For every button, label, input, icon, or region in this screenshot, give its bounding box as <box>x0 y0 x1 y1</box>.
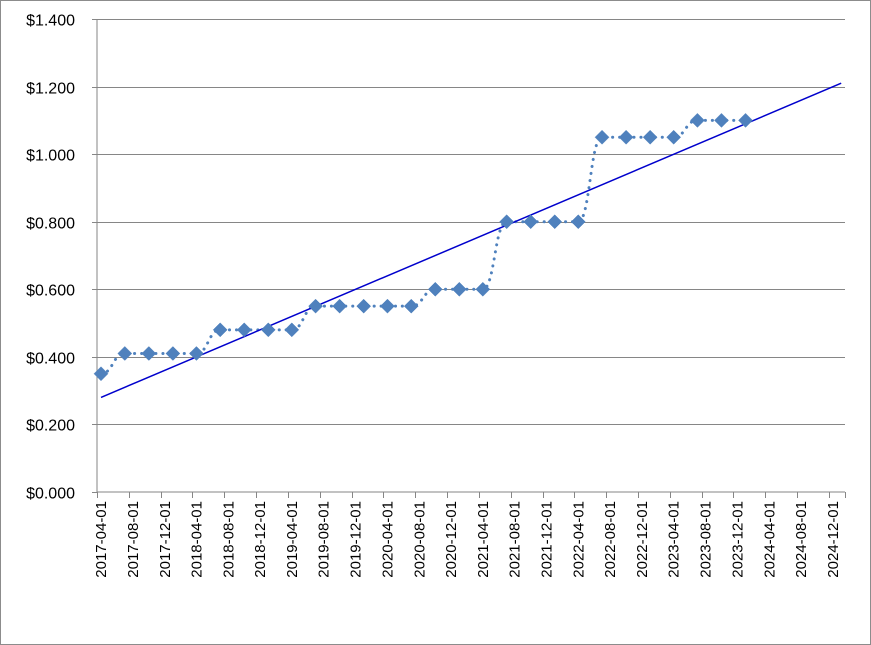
x-tick-label: 2021-08-01 <box>507 501 524 578</box>
x-tick-labels: 2017-04-01 2017-08-01 2017-12-01 2018-04-01… <box>93 501 842 578</box>
data-point-marker <box>570 214 586 230</box>
y-tick-label: $1.400 <box>26 13 75 30</box>
data-markers <box>93 113 753 382</box>
data-point-marker <box>308 298 323 314</box>
x-tick-label: 2020-04-01 <box>379 501 396 578</box>
trendline <box>100 82 842 399</box>
x-tick-label: 2018-12-01 <box>252 501 269 578</box>
data-point-marker <box>332 298 347 314</box>
data-point-marker <box>117 346 133 361</box>
data-point-marker <box>499 214 514 230</box>
y-tick-label: $0.800 <box>26 216 75 233</box>
y-tick-label: $0.400 <box>26 351 75 368</box>
data-point-marker <box>380 298 395 314</box>
x-tick-label: 2022-04-01 <box>570 501 587 578</box>
data-point-marker <box>594 129 610 145</box>
data-point-marker <box>714 113 729 128</box>
x-tick-label: 2024-08-01 <box>793 501 810 578</box>
data-point-marker <box>141 346 157 361</box>
data-point-marker <box>666 129 682 145</box>
y-tick-label: $1.200 <box>26 81 75 98</box>
y-tick-labels: $0.000 $0.200 $0.400 $0.600 $0.800 $1.000 $1.2… <box>26 13 75 503</box>
x-tick-label: 2023-12-01 <box>729 501 746 578</box>
x-tick-label: 2023-08-01 <box>698 501 715 578</box>
x-tick-label: 2019-12-01 <box>348 501 365 578</box>
x-tick-label: 2023-04-01 <box>666 501 683 578</box>
data-point-marker <box>690 113 705 128</box>
data-point-marker <box>427 281 443 297</box>
x-tick-label: 2022-08-01 <box>602 501 619 578</box>
y-tick-label: $0.200 <box>26 418 75 435</box>
gridlines <box>92 19 846 498</box>
data-point-marker <box>451 281 467 297</box>
x-tick-label: 2017-04-01 <box>93 501 110 578</box>
x-tick-label: 2022-12-01 <box>634 501 651 578</box>
data-point-marker <box>212 322 228 338</box>
x-tick-label: 2020-08-01 <box>411 501 428 578</box>
x-tick-label: 2017-08-01 <box>125 501 142 578</box>
data-series <box>99 82 842 399</box>
axes <box>96 19 845 493</box>
data-point-marker <box>738 113 753 128</box>
data-point-marker <box>260 322 276 338</box>
data-point-marker <box>356 298 372 314</box>
x-tick-label: 2018-08-01 <box>220 501 237 578</box>
y-tick-label: $1.000 <box>26 148 75 165</box>
data-point-marker <box>93 366 109 382</box>
x-tick-label: 2017-12-01 <box>157 501 174 578</box>
x-tick-label: 2019-04-01 <box>284 501 301 578</box>
data-point-marker <box>475 281 491 297</box>
data-point-marker <box>523 214 539 230</box>
x-tick-label: 2018-04-01 <box>188 501 205 578</box>
x-tick-label: 2024-04-01 <box>761 501 778 578</box>
x-tick-label: 2021-12-01 <box>539 501 556 578</box>
data-point-marker <box>403 298 419 314</box>
data-point-marker <box>642 129 658 145</box>
data-point-marker <box>236 322 252 338</box>
price-series-line <box>99 118 748 376</box>
data-point-marker <box>165 346 181 361</box>
x-tick-label: 2020-12-01 <box>443 501 460 578</box>
x-tick-label: 2019-08-01 <box>316 501 333 578</box>
data-point-marker <box>547 214 563 230</box>
y-tick-label: $0.000 <box>26 486 75 503</box>
x-tick-label: 2021-04-01 <box>475 501 492 578</box>
y-tick-label: $0.600 <box>26 283 75 300</box>
data-point-marker <box>189 346 204 361</box>
data-point-marker <box>618 129 634 145</box>
x-tick-label: 2024-12-01 <box>825 501 842 578</box>
data-point-marker <box>284 322 300 338</box>
